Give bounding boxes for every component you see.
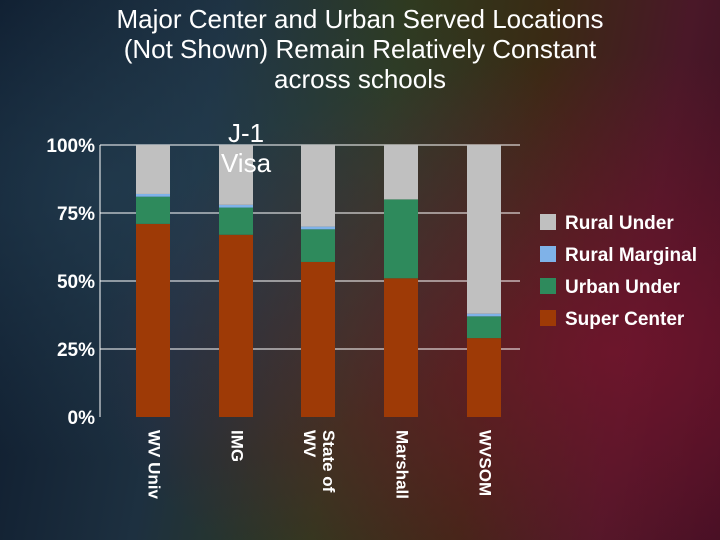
bar-wvsom-rural-marginal [467, 313, 501, 317]
x-label-wvsom: WVSOM [476, 430, 495, 496]
legend-item-rural-marginal: Rural Marginal [540, 245, 697, 266]
bar-stack-state-of-wv [301, 145, 335, 417]
legend-item-super-center: Super Center [540, 309, 685, 330]
bar-wv-univ-super-center [136, 223, 170, 417]
bar-state-of-wv-rural-under [301, 145, 335, 227]
bar-marshall-urban-under [384, 199, 418, 279]
bar-img-rural-marginal [219, 204, 253, 208]
bar-wv-univ-rural-under [136, 145, 170, 194]
legend: Rural Under Rural Marginal Urban Under Supe… [540, 213, 697, 330]
legend-item-rural-under: Rural Under [540, 213, 674, 234]
bar-state-of-wv-rural-marginal [301, 226, 335, 230]
x-label-line: WVSOM [476, 430, 495, 496]
y-tick-0: 0% [68, 408, 96, 429]
x-label-line: Marshall [393, 430, 412, 499]
annotation-line-2: Visa [220, 148, 272, 178]
annotation-line-1: J-1 [227, 118, 265, 148]
legend-swatch-rural-marginal [540, 246, 556, 262]
y-tick-25: 25% [57, 340, 95, 361]
chart-title-line-3: across schools [274, 64, 446, 94]
bars [136, 145, 501, 417]
y-tick-50: 50% [57, 272, 95, 293]
legend-label-urban-under: Urban Under [565, 277, 681, 298]
bar-state-of-wv-super-center [301, 261, 335, 417]
x-label-img: IMG [228, 430, 247, 462]
bar-img-rural-under [219, 145, 253, 205]
chart-title-line-2: (Not Shown) Remain Relatively Constant [123, 34, 597, 64]
bar-img-super-center [219, 234, 253, 417]
bar-wv-univ-urban-under [136, 196, 170, 224]
bar-stack-wvsom [467, 145, 501, 417]
legend-swatch-urban-under [540, 278, 556, 294]
x-label-line: IMG [228, 430, 247, 462]
x-label-line: WV Univ [145, 430, 164, 499]
legend-label-rural-marginal: Rural Marginal [565, 245, 697, 266]
x-label-line: WV [300, 430, 319, 458]
y-axis-tick-labels: 0% 25% 50% 75% 100% [46, 136, 95, 429]
chart-title-line-1: Major Center and Urban Served Locations [116, 4, 604, 34]
bar-img-urban-under [219, 207, 253, 235]
legend-item-urban-under: Urban Under [540, 277, 681, 298]
bar-marshall-super-center [384, 278, 418, 417]
bar-wvsom-rural-under [467, 145, 501, 314]
bar-wv-univ-rural-marginal [136, 193, 170, 197]
bar-stack-wv-univ [136, 145, 170, 417]
legend-swatch-super-center [540, 310, 556, 326]
bar-marshall-rural-under [384, 145, 418, 200]
bar-state-of-wv-urban-under [301, 229, 335, 262]
y-tick-75: 75% [57, 204, 95, 225]
y-tick-100: 100% [46, 136, 95, 157]
legend-swatch-rural-under [540, 214, 556, 230]
x-label-line: State of [319, 430, 338, 493]
x-label-marshall: Marshall [393, 430, 412, 499]
legend-label-super-center: Super Center [565, 309, 685, 330]
bar-wvsom-urban-under [467, 316, 501, 339]
bar-stack-img [219, 145, 253, 417]
bar-stack-marshall [384, 145, 418, 417]
x-label-wv-univ: WV Univ [145, 430, 164, 499]
chart-title: Major Center and Urban Served Locations … [0, 4, 720, 94]
j1-visa-annotation: J-1 Visa [206, 118, 286, 178]
bar-wvsom-super-center [467, 338, 501, 417]
legend-label-rural-under: Rural Under [565, 213, 674, 234]
